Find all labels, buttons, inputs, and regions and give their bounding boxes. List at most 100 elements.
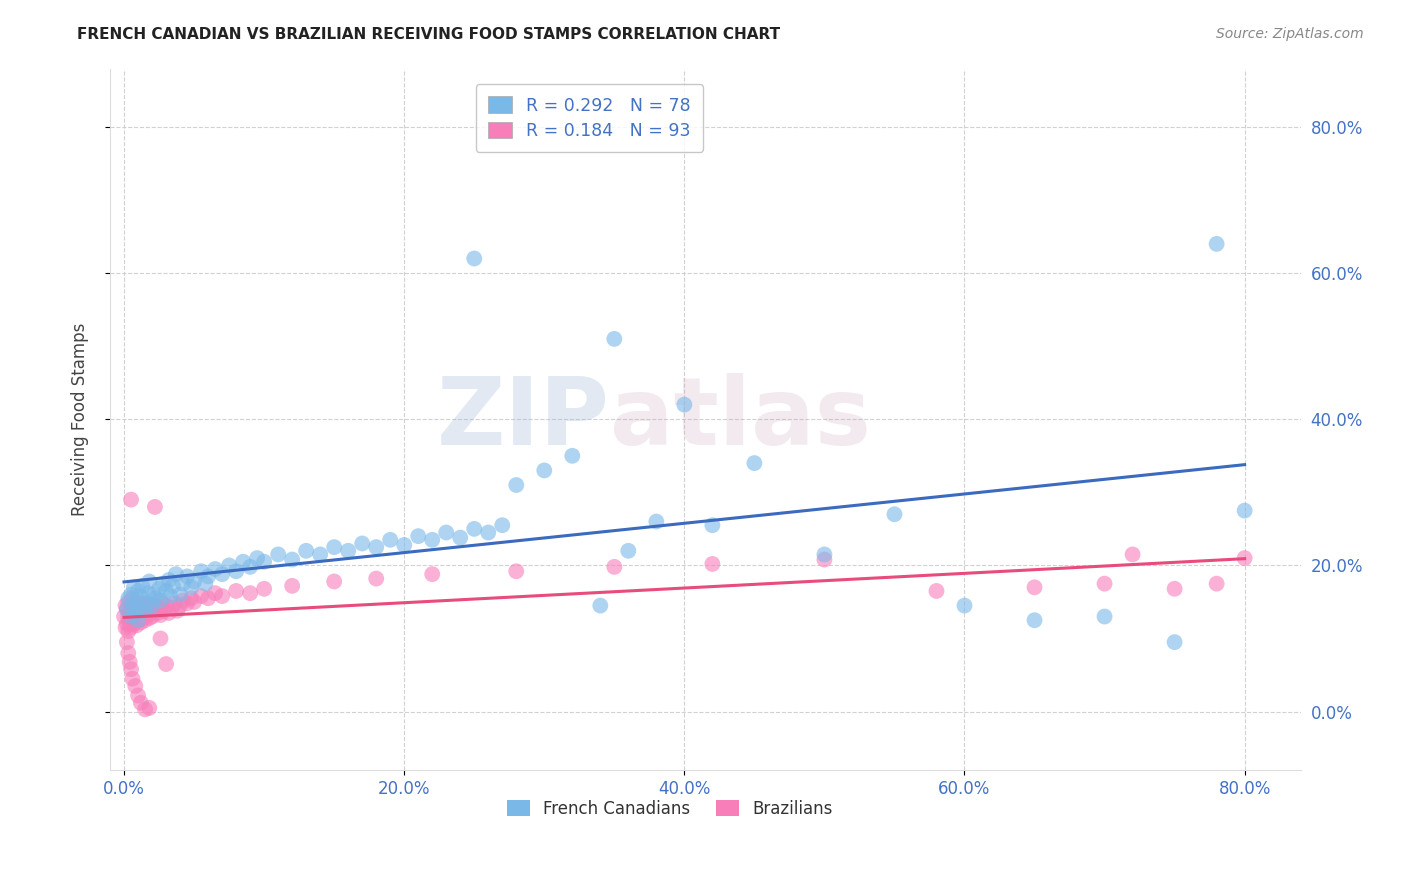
Point (115, 616, 138, 631)
Point (232, 555, 254, 569)
Point (1233, 503, 1256, 517)
Point (463, 522, 485, 536)
Point (281, 579, 304, 593)
Point (157, 606, 180, 620)
Y-axis label: Receiving Food Stamps: Receiving Food Stamps (72, 323, 89, 516)
Point (159, 589, 181, 603)
Point (138, 701, 160, 715)
Point (603, 332, 626, 346)
Point (138, 611, 160, 625)
Point (702, 518, 724, 533)
Point (883, 508, 905, 522)
Point (134, 600, 156, 615)
Point (127, 602, 149, 616)
Point (925, 584, 948, 599)
Point (135, 608, 157, 623)
Point (449, 531, 471, 545)
Text: FRENCH CANADIAN VS BRAZILIAN RECEIVING FOOD STAMPS CORRELATION CHART: FRENCH CANADIAN VS BRAZILIAN RECEIVING F… (77, 27, 780, 42)
Point (160, 600, 183, 615)
Point (125, 618, 148, 632)
Point (143, 604, 166, 618)
Point (155, 599, 177, 613)
Point (172, 593, 194, 607)
Point (129, 589, 152, 603)
Point (183, 595, 205, 609)
Point (190, 564, 212, 578)
Point (392, 538, 415, 552)
Point (309, 548, 332, 562)
Point (127, 613, 149, 627)
Text: ZIP: ZIP (437, 373, 610, 466)
Point (366, 572, 388, 586)
Point (239, 559, 262, 574)
Point (149, 593, 172, 607)
Point (143, 591, 166, 606)
Point (197, 591, 219, 606)
Point (253, 582, 276, 596)
Point (337, 543, 360, 558)
Point (505, 478, 527, 492)
Point (617, 543, 640, 558)
Point (125, 606, 148, 620)
Point (246, 551, 269, 566)
Point (120, 609, 142, 624)
Point (211, 589, 233, 603)
Point (141, 609, 163, 624)
Point (121, 672, 143, 686)
Point (744, 456, 766, 470)
Point (155, 584, 177, 599)
Point (169, 588, 191, 602)
Point (117, 609, 139, 624)
Point (115, 635, 138, 649)
Point (420, 567, 443, 582)
Point (155, 657, 177, 671)
Point (120, 620, 142, 634)
Point (204, 562, 226, 576)
Point (142, 588, 165, 602)
Point (267, 548, 290, 562)
Point (702, 557, 724, 571)
Point (121, 613, 143, 627)
Point (124, 679, 146, 693)
Point (463, 252, 485, 266)
Point (136, 586, 159, 600)
Point (114, 620, 136, 634)
Point (118, 606, 141, 620)
Text: atlas: atlas (610, 373, 872, 466)
Point (253, 555, 276, 569)
Point (813, 552, 835, 566)
Point (125, 595, 148, 609)
Point (120, 588, 142, 602)
Point (169, 599, 191, 613)
Point (190, 589, 212, 603)
Point (120, 662, 142, 676)
Point (645, 515, 668, 529)
Point (194, 576, 217, 591)
Point (124, 606, 146, 620)
Point (138, 574, 160, 589)
Point (129, 615, 152, 630)
Point (165, 567, 187, 582)
Point (114, 599, 136, 613)
Point (135, 596, 157, 610)
Point (120, 609, 142, 624)
Point (128, 600, 150, 615)
Point (149, 608, 172, 623)
Point (135, 596, 157, 610)
Point (127, 584, 149, 599)
Point (163, 596, 186, 610)
Point (117, 646, 139, 660)
Point (129, 604, 152, 618)
Point (141, 600, 163, 615)
Point (149, 632, 172, 646)
Point (281, 552, 304, 566)
Point (122, 616, 145, 631)
Point (148, 582, 170, 596)
Point (323, 574, 346, 589)
Point (1094, 609, 1116, 624)
Legend: French Canadians, Brazilians: French Canadians, Brazilians (501, 794, 839, 825)
Point (134, 613, 156, 627)
Point (145, 599, 167, 613)
Point (953, 599, 976, 613)
Point (1205, 236, 1227, 251)
